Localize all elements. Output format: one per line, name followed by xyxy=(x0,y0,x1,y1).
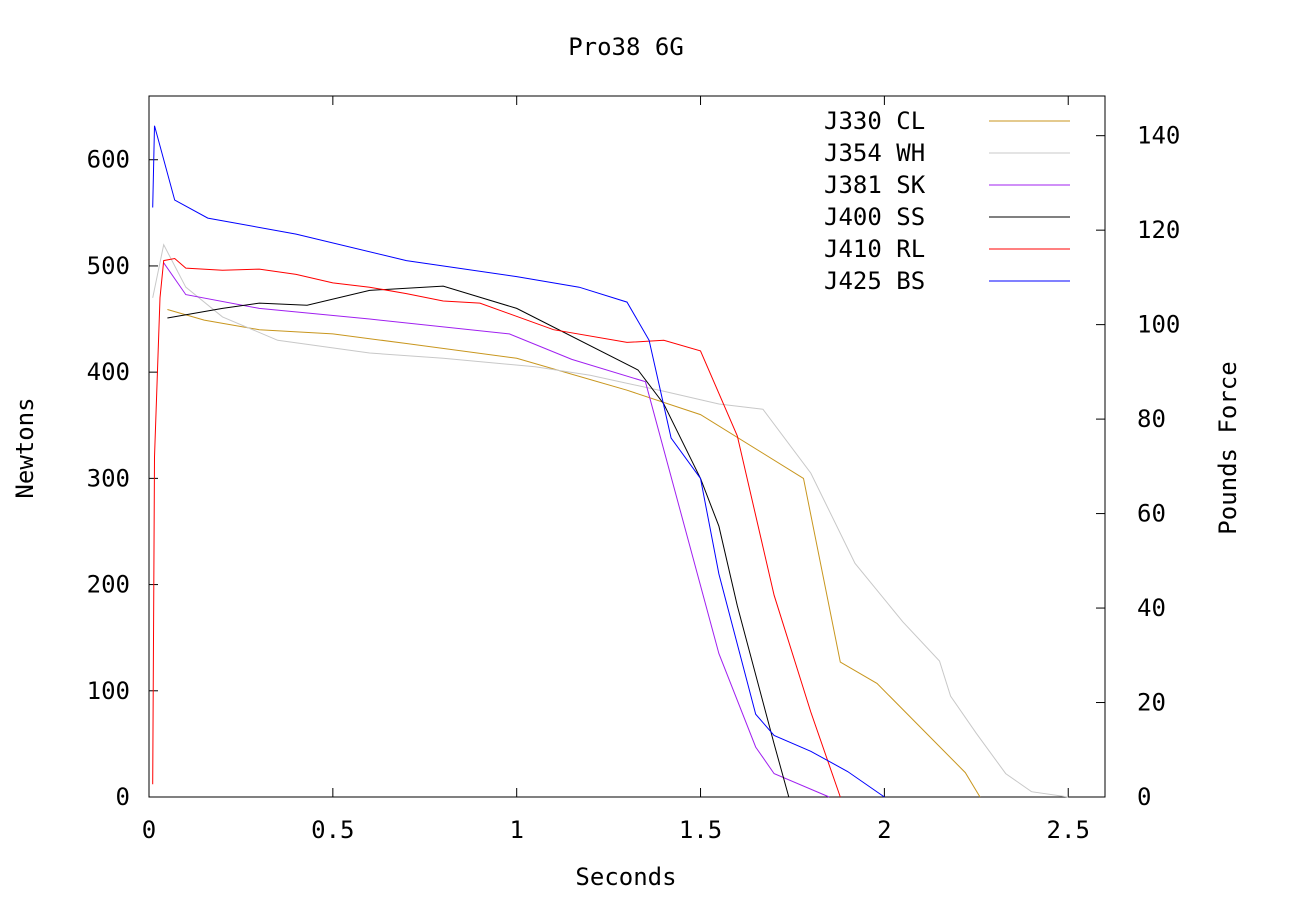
y2-axis-label: Pounds Force xyxy=(1214,361,1242,534)
legend-label: J410 RL xyxy=(824,235,925,263)
legend-label: J330 CL xyxy=(824,107,925,135)
plot-area xyxy=(148,95,1106,798)
series-lines xyxy=(152,125,1069,798)
y-tick-label: 400 xyxy=(87,358,130,386)
y-tick-label: 100 xyxy=(87,677,130,705)
legend-label: J425 BS xyxy=(824,267,925,295)
y2-tick-label: 60 xyxy=(1137,500,1166,528)
y-tick-label: 600 xyxy=(87,146,130,174)
series-line-j400-ss xyxy=(167,285,790,798)
legend-label: J354 WH xyxy=(824,139,925,167)
x-axis-label: Seconds xyxy=(575,863,676,891)
plot-frame xyxy=(148,95,1106,798)
y2-tick-label: 0 xyxy=(1137,783,1151,811)
x-tick-label: 0.5 xyxy=(311,816,354,844)
y2-tick-label: 20 xyxy=(1137,689,1166,717)
y-axis-label: Newtons xyxy=(11,397,39,498)
x-tick-label: 1 xyxy=(509,816,523,844)
legend: J330 CL J354 WH J381 SK J400 SS J410 RL J425 … xyxy=(824,107,1070,295)
axis-ticks: 0 0.5 1 1.5 2 2.5 0 100 200 300 400 500 600 0 20 40 60 80… xyxy=(87,96,1180,844)
legend-label: J400 SS xyxy=(824,203,925,231)
y2-tick-label: 40 xyxy=(1137,594,1166,622)
series-line-j330-cl xyxy=(167,309,981,798)
series-line-j410-rl xyxy=(152,257,841,798)
x-tick-label: 2 xyxy=(877,816,891,844)
y2-tick-label: 120 xyxy=(1137,216,1180,244)
y-tick-label: 0 xyxy=(116,783,130,811)
chart-title: Pro38 6G xyxy=(568,33,684,61)
x-tick-label: 2.5 xyxy=(1047,816,1090,844)
series-line-j354-wh xyxy=(152,243,1069,798)
y-tick-label: 500 xyxy=(87,252,130,280)
y2-tick-label: 100 xyxy=(1137,311,1180,339)
y2-tick-label: 140 xyxy=(1137,122,1180,150)
x-tick-label: 0 xyxy=(142,816,156,844)
x-tick-label: 1.5 xyxy=(679,816,722,844)
series-line-j381-sk xyxy=(163,262,830,798)
y-tick-label: 300 xyxy=(87,464,130,492)
series-line-j425-bs xyxy=(152,125,885,798)
y2-tick-label: 80 xyxy=(1137,405,1166,433)
y-tick-label: 200 xyxy=(87,571,130,599)
legend-label: J381 SK xyxy=(824,171,926,199)
